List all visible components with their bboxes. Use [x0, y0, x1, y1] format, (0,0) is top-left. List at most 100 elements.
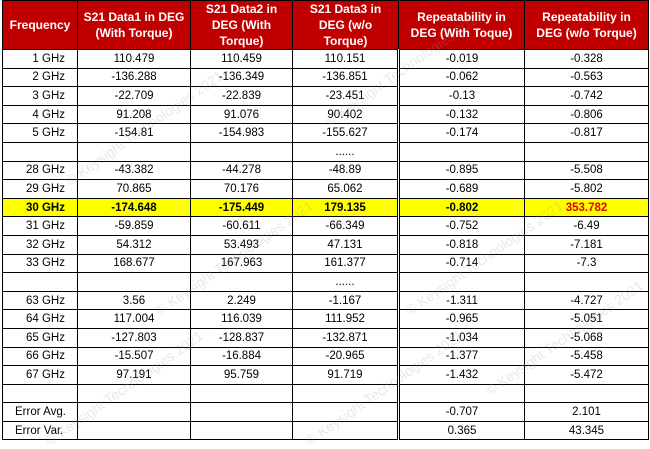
data-row: 3 GHz -22.709 -22.839 -23.451 -0.13 -0.742: [2, 86, 649, 106]
header-cell: Repeatability in DEG (With Toque): [398, 0, 525, 50]
value-cell: -44.278: [190, 160, 293, 181]
value-cell: 3.56: [77, 290, 191, 311]
frequency-cell: 2 GHz: [2, 67, 78, 88]
frequency-cell: 67 GHz: [2, 365, 78, 385]
cell: [292, 420, 399, 441]
value-cell: 97.191: [77, 365, 191, 385]
value-cell: -1.377: [397, 346, 525, 367]
value-cell: -5.472: [524, 365, 649, 385]
value-cell: -22.709: [77, 86, 191, 106]
ellipsis-row: ......: [2, 141, 649, 162]
value-cell: 43.345: [524, 420, 649, 441]
header-cell: S21 Data3 in DEG (w/o Torque): [292, 0, 399, 50]
blank-row: [2, 383, 649, 404]
value-cell: -0.742: [524, 86, 649, 106]
data-row: 64 GHz 117.004 116.039 111.952 -0.965 -5.051: [2, 309, 649, 329]
value-cell: 2.101: [524, 402, 649, 422]
data-row: 65 GHz -127.803 -128.837 -132.871 -1.034 -5.0…: [2, 327, 649, 348]
cell: [190, 402, 293, 422]
value-cell: 2.249: [190, 290, 293, 311]
value-cell: -0.965: [397, 309, 525, 329]
value-cell: -0.062: [397, 67, 525, 88]
value-cell: -0.019: [397, 49, 525, 69]
data-row: 67 GHz 97.191 95.759 91.719 -1.432 -5.472: [2, 365, 649, 385]
value-cell: -43.382: [77, 160, 191, 181]
cell: [397, 141, 525, 162]
value-cell: -20.965: [292, 346, 399, 367]
value-cell: 47.131: [292, 234, 399, 255]
value-cell: -5.508: [524, 160, 649, 181]
value-cell: -1.034: [397, 327, 525, 348]
value-cell: -174.648: [77, 197, 191, 218]
value-cell: -136.288: [77, 67, 191, 88]
value-cell: -0.707: [397, 402, 525, 422]
error-row: Error Avg. -0.707 2.101: [2, 402, 649, 422]
frequency-cell: 64 GHz: [2, 309, 78, 329]
error-label: Error Avg.: [2, 402, 78, 422]
frequency-cell: 28 GHz: [2, 160, 78, 181]
value-cell: 70.865: [77, 179, 191, 199]
value-cell: 116.039: [190, 309, 293, 329]
value-cell: -0.13: [397, 86, 525, 106]
value-cell: 91.719: [292, 365, 399, 385]
value-cell: -7.3: [524, 253, 649, 274]
cell: [190, 141, 293, 162]
value-cell: -7.181: [524, 234, 649, 255]
header-cell: Frequency: [2, 0, 78, 50]
frequency-cell: 5 GHz: [2, 123, 78, 143]
cell: [77, 402, 191, 422]
value-cell: -5.068: [524, 327, 649, 348]
value-cell: -0.132: [397, 104, 525, 125]
cell: [77, 420, 191, 441]
value-cell: -136.851: [292, 67, 399, 88]
data-row: 66 GHz -15.507 -16.884 -20.965 -1.377 -5.458: [2, 346, 649, 367]
value-cell: 110.151: [292, 49, 399, 69]
value-cell: -0.689: [397, 179, 525, 199]
frequency-cell: 66 GHz: [2, 346, 78, 367]
value-cell: 111.952: [292, 309, 399, 329]
value-cell: -155.627: [292, 123, 399, 143]
value-cell: -66.349: [292, 216, 399, 236]
value-cell: -16.884: [190, 346, 293, 367]
cell: [397, 383, 525, 404]
value-cell: 53.493: [190, 234, 293, 255]
data-row: 5 GHz -154.81 -154.983 -155.627 -0.174 -0.817: [2, 123, 649, 143]
value-cell: -0.818: [397, 234, 525, 255]
value-cell: 0.365: [397, 420, 525, 441]
value-cell: -0.328: [524, 49, 649, 69]
cell: [397, 272, 525, 292]
cell: [524, 141, 649, 162]
cell: [2, 272, 78, 292]
data-row: 63 GHz 3.56 2.249 -1.167 -1.311 -4.727: [2, 290, 649, 311]
value-cell: 110.479: [77, 49, 191, 69]
table-body: 1 GHz 110.479 110.459 110.151 -0.019 -0.328 2 …: [2, 49, 649, 441]
error-row: Error Var. 0.365 43.345: [2, 420, 649, 441]
value-cell: -0.714: [397, 253, 525, 274]
value-cell: -59.859: [77, 216, 191, 236]
value-cell: -1.311: [397, 290, 525, 311]
frequency-cell: 29 GHz: [2, 179, 78, 199]
cell: [190, 272, 293, 292]
cell: [77, 141, 191, 162]
error-label: Error Var.: [2, 420, 78, 441]
value-cell: 353.782: [524, 197, 649, 218]
data-row: 32 GHz 54.312 53.493 47.131 -0.818 -7.181: [2, 234, 649, 255]
value-cell: -5.051: [524, 309, 649, 329]
value-cell: 54.312: [77, 234, 191, 255]
value-cell: -1.167: [292, 290, 399, 311]
ellipsis-row: ......: [2, 272, 649, 292]
value-cell: -175.449: [190, 197, 293, 218]
value-cell: -23.451: [292, 86, 399, 106]
cell: [524, 272, 649, 292]
header-cell: S21 Data2 in DEG (With Torque): [190, 0, 293, 50]
value-cell: 91.208: [77, 104, 191, 125]
data-row: 30 GHz -174.648 -175.449 179.135 -0.802 353.7…: [2, 197, 649, 218]
value-cell: 91.076: [190, 104, 293, 125]
value-cell: -0.802: [397, 197, 525, 218]
value-cell: 167.963: [190, 253, 293, 274]
cell: [292, 402, 399, 422]
value-cell: -154.81: [77, 123, 191, 143]
value-cell: -154.983: [190, 123, 293, 143]
value-cell: -127.803: [77, 327, 191, 348]
frequency-cell: 3 GHz: [2, 86, 78, 106]
